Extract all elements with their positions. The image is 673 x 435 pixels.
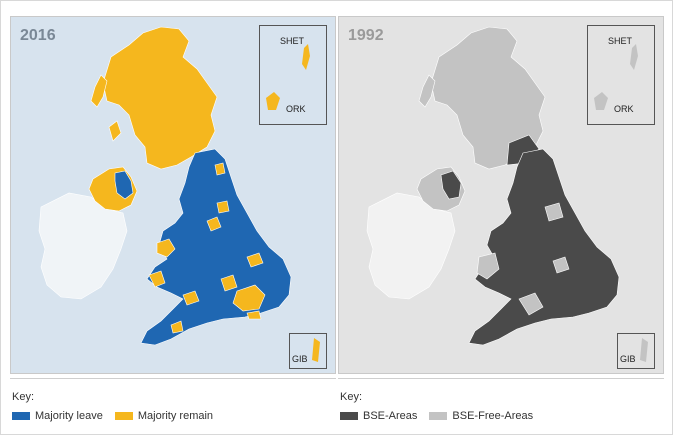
bristol-remain (182, 290, 200, 306)
gibraltar-shape (312, 338, 320, 362)
legend-1992: Key: BSE-Areas BSE-Free-Areas (338, 378, 664, 431)
panel-year-2016: 2016 (20, 27, 56, 44)
panel-year-1992: 1992 (348, 27, 384, 44)
cambridge-remain (246, 252, 264, 268)
scotland-bse-free (430, 26, 546, 170)
shetland-orkney-shapes (266, 44, 310, 110)
shetland-orkney-shapes (594, 44, 638, 110)
wales-bse-free (476, 252, 500, 280)
hebrides-bse-free (418, 74, 436, 108)
swatch-majority-remain (114, 412, 133, 420)
wales-remain-north (156, 238, 176, 258)
legend-title: Key: (340, 391, 363, 403)
swatch-bse-free-areas (429, 412, 448, 420)
shetland-orkney-inset: SHET ORK (587, 25, 655, 125)
inset-label-shet: SHET (280, 36, 305, 46)
legend-label-bse-areas: BSE-Areas (363, 410, 418, 422)
map-panel-2016: 2016 SHET ORK GIB (10, 16, 336, 374)
legend-items: BSE-Areas BSE-Free-Areas (340, 410, 545, 422)
uk-map-2016 (38, 26, 292, 346)
inset-label-gib: GIB (620, 354, 636, 364)
islay-remain (108, 120, 122, 142)
gibraltar-shape (640, 338, 648, 362)
brighton-remain (246, 310, 262, 320)
england-wales-bse (468, 148, 620, 346)
uk-map-1992 (366, 26, 620, 346)
legend-label-bse-free-areas: BSE-Free-Areas (452, 410, 534, 422)
map-panel-1992: 1992 SHET ORK GIB (338, 16, 664, 374)
gibraltar-shape-wrap (640, 338, 648, 362)
legend-label-majority-leave: Majority leave (35, 410, 103, 422)
south-bse-free (518, 292, 544, 316)
scotland-remain (102, 26, 218, 170)
leeds-remain (216, 200, 230, 214)
legend-2016: Key: Majority leave Majority remain (10, 378, 336, 431)
legend-label-majority-remain: Majority remain (137, 410, 214, 422)
swatch-bse-areas (340, 412, 358, 420)
shetland-shape (302, 44, 310, 70)
newcastle-remain (214, 162, 226, 176)
inset-label-gib: GIB (292, 354, 308, 364)
midlands-bse-free (552, 256, 570, 274)
orkney-shape (266, 92, 280, 110)
inset-label-ork: ORK (614, 104, 634, 114)
northern-ireland-leave (114, 170, 134, 200)
northern-ireland-bse (440, 170, 462, 200)
oxford-remain (220, 274, 238, 292)
swatch-majority-leave (12, 412, 30, 420)
london-remain (232, 284, 266, 312)
shetland-orkney-inset: SHET ORK (259, 25, 327, 125)
exeter-remain (170, 320, 184, 334)
inset-label-ork: ORK (286, 104, 306, 114)
legend-items: Majority leave Majority remain (12, 410, 225, 422)
gibraltar-inset: GIB (617, 333, 655, 369)
inset-label-shet: SHET (608, 36, 633, 46)
legend-title: Key: (12, 391, 35, 403)
hebrides-remain (90, 74, 108, 108)
yorkshire-bse-free (544, 202, 564, 222)
manchester-remain (206, 216, 222, 232)
orkney-shape (594, 92, 608, 110)
shetland-shape (630, 44, 638, 70)
gibraltar-shape-wrap (312, 338, 320, 362)
gibraltar-inset: GIB (289, 333, 327, 369)
wales-remain-west (148, 270, 166, 288)
